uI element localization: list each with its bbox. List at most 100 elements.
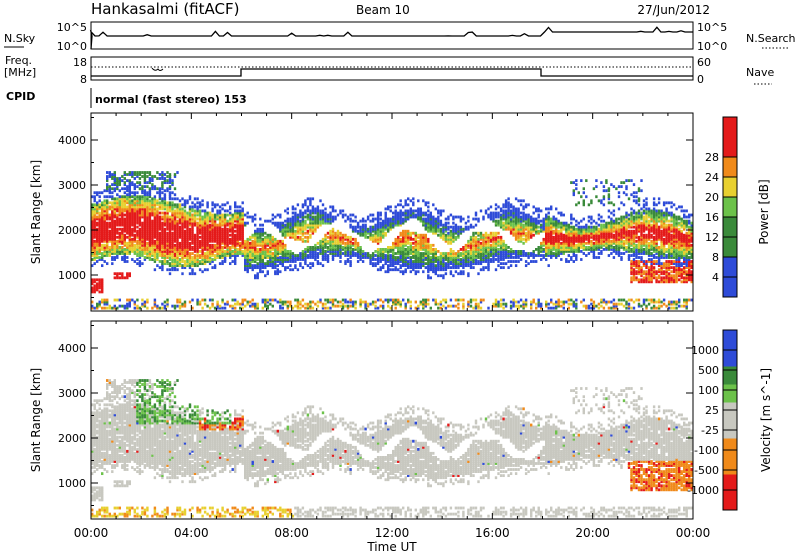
power-cell: [294, 256, 297, 259]
power-cell: [221, 248, 224, 251]
power-cell: [126, 179, 129, 183]
power-cell: [359, 256, 362, 259]
power-cell: [116, 219, 119, 223]
power-cell: [346, 246, 350, 249]
power-cell: [514, 229, 518, 233]
power-cell: [402, 241, 405, 245]
power-cell: [98, 223, 101, 227]
power-cell: [108, 191, 111, 195]
power-cell: [304, 203, 307, 207]
power-cell: [289, 231, 292, 235]
power-cell: [517, 250, 520, 253]
power-cell: [326, 235, 330, 239]
power-cell: [424, 233, 427, 237]
power-cell: [545, 258, 548, 261]
power-cell: [198, 227, 202, 231]
power-cell: [444, 306, 448, 310]
power-cell: [279, 258, 282, 261]
power-cell: [444, 237, 448, 241]
power-cell: [121, 199, 124, 203]
power-cell: [542, 248, 545, 251]
power-cell: [522, 306, 525, 310]
power-cell: [236, 239, 239, 243]
power-cell: [218, 248, 222, 251]
power-cell: [271, 252, 274, 255]
power-cell: [575, 183, 578, 187]
power-cell: [452, 250, 455, 253]
power-cell: [111, 211, 114, 215]
power-cell: [254, 239, 257, 243]
power-cell: [108, 246, 111, 249]
power-cell: [552, 254, 555, 257]
power-cell: [203, 219, 207, 223]
power-cell: [188, 300, 192, 304]
power-cell: [291, 211, 295, 215]
power-cell: [264, 254, 267, 257]
power-cell: [417, 264, 420, 268]
power-cell: [434, 258, 437, 261]
power-cell: [519, 237, 523, 241]
power-cell: [299, 256, 302, 259]
power-cell: [151, 185, 154, 189]
power-cell: [389, 298, 392, 302]
power-cell: [309, 217, 312, 221]
power-cell: [241, 207, 244, 211]
power-cell: [281, 254, 284, 257]
power-cell: [434, 266, 437, 270]
power-cell: [156, 264, 159, 268]
power-cell: [101, 225, 104, 229]
power-cell: [168, 187, 172, 191]
power-cell: [123, 237, 126, 241]
power-cell: [399, 243, 402, 247]
power-cell: [399, 211, 402, 215]
power-cell: [494, 250, 498, 253]
power-cell: [477, 233, 480, 237]
power-cell: [216, 252, 219, 255]
power-cell: [404, 201, 407, 205]
power-cell: [419, 258, 422, 261]
power-cell: [407, 209, 410, 213]
power-cell: [329, 298, 332, 302]
power-cell: [414, 239, 417, 243]
power-cell: [126, 248, 129, 251]
power-cell: [404, 304, 407, 308]
power-cell: [218, 304, 222, 308]
power-cell: [304, 260, 307, 263]
power-cell: [206, 217, 209, 221]
freq-right-tick-bottom: 0: [697, 73, 704, 86]
power-cell: [126, 221, 129, 225]
power-cell: [417, 260, 420, 263]
power-cell: [552, 306, 555, 310]
power-cell: [118, 217, 121, 221]
power-cell: [284, 243, 287, 247]
power-cell: [434, 298, 437, 302]
power-cell: [504, 254, 508, 257]
power-cell: [382, 233, 385, 237]
power-cell: [128, 237, 131, 241]
power-cell: [218, 235, 222, 239]
power-cell: [168, 256, 172, 259]
power-cell: [256, 248, 259, 251]
power-cell: [552, 248, 555, 251]
power-cell: [196, 256, 199, 259]
power-cell: [196, 223, 199, 227]
power-cell: [454, 215, 458, 219]
power-cell: [236, 211, 239, 215]
power-cell: [123, 171, 126, 174]
power-cell: [198, 201, 202, 205]
power-cell: [462, 229, 465, 233]
power-cell: [111, 195, 114, 199]
power-cell: [379, 235, 382, 239]
power-cell: [412, 250, 415, 253]
power-cell: [567, 239, 570, 243]
power-cell: [394, 237, 397, 241]
power-cell: [118, 276, 121, 280]
power-cell: [148, 215, 152, 219]
power-cell: [422, 235, 425, 239]
power-cell: [314, 248, 317, 251]
power-cell: [254, 229, 257, 233]
power-cell: [216, 213, 219, 217]
power-cell: [211, 235, 214, 239]
power-cell: [560, 248, 563, 251]
power-cell: [123, 252, 126, 255]
